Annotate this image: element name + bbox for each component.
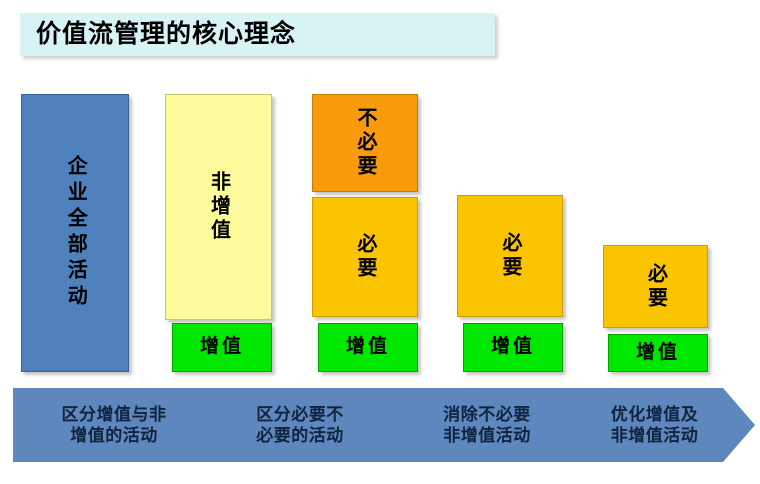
bar-label-necessary-col3: 必要 <box>354 233 376 281</box>
page-title-banner: 价值流管理的核心理念 <box>20 13 495 56</box>
bar-label-value-added-col4: 增值 <box>490 336 535 358</box>
process-step-2[interactable]: 区分必要不 必要的活动 <box>198 388 420 462</box>
bar-total-activities[interactable]: 企业全部活动 <box>21 94 129 372</box>
bar-label-value-added-col3: 增值 <box>345 336 390 358</box>
process-step-3-label: 消除不必要 非增值活动 <box>443 404 531 445</box>
bar-value-added-col4[interactable]: 增值 <box>463 323 563 372</box>
page-title: 价值流管理的核心理念 <box>36 20 297 48</box>
bar-label-necessary-col4: 必要 <box>499 232 521 280</box>
bar-necessary-col5[interactable]: 必要 <box>603 245 708 328</box>
bar-label-necessary-col5: 必要 <box>644 262 667 311</box>
bar-necessary-col4[interactable]: 必要 <box>457 195 563 317</box>
process-step-3[interactable]: 消除不必要 非增值活动 <box>385 388 607 462</box>
bar-label-value-added-col2: 增值 <box>199 336 244 358</box>
process-step-4-label: 优化增值及 非增值活动 <box>610 404 699 445</box>
bar-value-added-col5[interactable]: 增值 <box>608 334 708 372</box>
bar-value-added-col3[interactable]: 增值 <box>318 323 418 372</box>
bar-unnecessary[interactable]: 不必要 <box>312 94 418 192</box>
bar-label-non-value-added: 非增值 <box>207 171 230 243</box>
bar-necessary-col3[interactable]: 必要 <box>312 197 418 317</box>
bar-label-total-activities: 企业全部活动 <box>64 155 87 311</box>
process-step-2-label: 区分必要不 必要的活动 <box>256 404 344 445</box>
process-step-1[interactable]: 区分增值与非 增值的活动 <box>13 388 233 462</box>
bar-label-value-added-col5: 增值 <box>635 341 680 363</box>
bar-label-unnecessary: 不必要 <box>354 107 376 179</box>
bar-non-value-added[interactable]: 非增值 <box>165 94 272 320</box>
process-step-1-label: 区分增值与非 增值的活动 <box>61 404 167 445</box>
bar-value-added-col2[interactable]: 增值 <box>172 323 272 372</box>
process-arrow-band: 区分增值与非 增值的活动 区分必要不 必要的活动 消除不必要 非增值活动 优化增… <box>13 388 755 462</box>
